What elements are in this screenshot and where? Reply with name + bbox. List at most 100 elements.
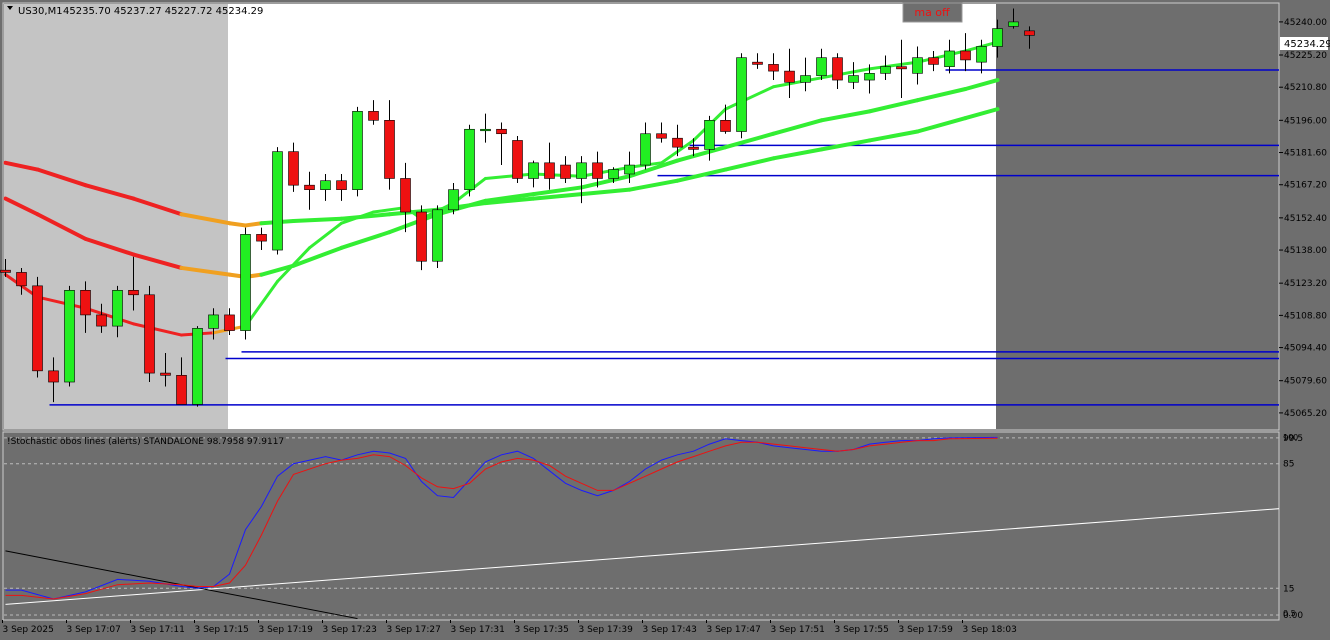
bear-candle	[128, 290, 139, 296]
time-tick-label: 3 Sep 17:31	[451, 625, 505, 635]
price-tick-label: 45167.20	[1284, 181, 1327, 191]
ma-segment	[227, 221, 248, 228]
ma-segment	[276, 246, 311, 283]
indicator-title: !Stochastic obos lines (alerts) STANDALO…	[7, 437, 284, 447]
ma-segment	[483, 192, 536, 203]
ma-segment	[579, 187, 632, 197]
ma-segment	[484, 172, 535, 180]
stoch-tick-label: 100	[1283, 433, 1298, 442]
ma-segment	[963, 107, 1000, 121]
ma-segment	[963, 78, 1000, 91]
price-tick-label: 45181.60	[1284, 149, 1327, 159]
bull-candle	[464, 128, 475, 190]
stoch-line-d	[5, 437, 998, 600]
bear-candle	[80, 290, 91, 316]
dropdown-triangle-icon[interactable]	[7, 6, 13, 10]
ma-segment	[532, 172, 583, 178]
ma-segment	[916, 49, 967, 64]
ma-segment	[340, 210, 375, 225]
time-tick-label: 3 Sep 17:47	[707, 625, 761, 635]
bull-candle	[1008, 21, 1019, 27]
ma-segment	[179, 265, 232, 277]
ma-segment	[83, 236, 136, 257]
price-tick-label: 45240.00	[1284, 18, 1327, 28]
time-tick-label: 3 Sep 17:23	[323, 625, 377, 635]
bull-candle	[704, 120, 715, 150]
ma-segment	[179, 212, 232, 226]
bear-candle	[288, 151, 299, 186]
bear-candle	[656, 133, 667, 139]
ma-segment	[627, 178, 680, 192]
ma-segment	[819, 109, 872, 123]
ma-segment	[627, 158, 680, 179]
time-tick-label: 3 Sep 17:51	[771, 625, 825, 635]
bear-candle	[304, 184, 315, 190]
ma-segment	[868, 60, 919, 71]
time-tick-label: 3 Sep 17:11	[131, 625, 185, 635]
ma-segment	[579, 174, 632, 190]
price-tick-label: 45225.20	[1284, 51, 1327, 61]
bear-candle	[400, 178, 411, 213]
ma-segment	[308, 221, 343, 250]
bull-candle	[608, 169, 619, 179]
ma-segment	[35, 212, 88, 241]
ma-off-button[interactable]: ma off	[902, 2, 963, 23]
price-tick-label: 45196.00	[1284, 116, 1327, 126]
bear-candle	[48, 370, 59, 383]
stoch-tick-label: 15	[1283, 584, 1294, 594]
ma-segment	[243, 221, 264, 228]
ma-segment	[339, 212, 392, 221]
bull-candle	[976, 46, 987, 63]
ma-segment	[291, 216, 344, 223]
bear-candle	[544, 162, 555, 179]
bull-candle	[640, 133, 651, 166]
bull-candle	[208, 314, 219, 329]
bear-candle	[752, 61, 763, 65]
bull-candle	[192, 328, 203, 405]
symbol-label: US30,M1	[18, 6, 63, 17]
time-tick-label: 3 Sep 17:39	[579, 625, 634, 635]
price-tick-label: 45094.40	[1284, 344, 1327, 354]
ma-segment	[675, 167, 728, 183]
bull-candle	[624, 164, 635, 175]
ma-segment	[372, 206, 407, 214]
time-axis: 3 Sep 2025 3 Sep 17:07 3 Sep 17:11 3 Sep 17…	[2, 620, 1017, 635]
bear-candle	[368, 111, 379, 121]
ma-segment	[771, 118, 824, 136]
ma-segment	[131, 252, 184, 270]
bull-candle	[448, 189, 459, 211]
bull-candle	[736, 57, 747, 132]
time-tick-label: 3 Sep 17:55	[835, 625, 889, 635]
bear-candle	[832, 57, 843, 81]
ma-segment	[435, 198, 488, 217]
bear-candle	[0, 269, 11, 273]
ma-segment	[483, 196, 536, 206]
bull-candle	[912, 57, 923, 74]
time-tick-label: 3 Sep 17:07	[67, 625, 121, 635]
support-resistance-levels	[49, 69, 1279, 406]
time-tick-label: 3 Sep 17:27	[387, 625, 441, 635]
ma-segment	[915, 87, 968, 103]
ma-segment	[131, 196, 184, 217]
current-price-tag: 45234.29	[1280, 37, 1330, 50]
bull-candle	[352, 111, 363, 190]
bull-candle	[800, 75, 811, 83]
bear-candle	[688, 146, 699, 150]
ma-segment	[771, 147, 824, 161]
bull-candle	[864, 73, 875, 81]
stoch-tick-label: 0.00	[1283, 611, 1303, 621]
bull-candle	[272, 151, 283, 251]
indicator-panel-background	[2, 431, 1280, 621]
stoch-drawing	[5, 436, 1279, 619]
bear-candle	[160, 372, 171, 376]
price-tick-label: 45123.20	[1284, 279, 1327, 289]
ma-segment	[724, 85, 775, 111]
bear-candle	[672, 137, 683, 148]
stochastic-lines	[5, 436, 1279, 619]
bear-candle	[512, 140, 523, 179]
bull-candle	[576, 162, 587, 179]
price-tick-label: 45108.80	[1284, 311, 1327, 321]
bear-candle	[416, 211, 427, 262]
ma-segment	[772, 76, 823, 89]
